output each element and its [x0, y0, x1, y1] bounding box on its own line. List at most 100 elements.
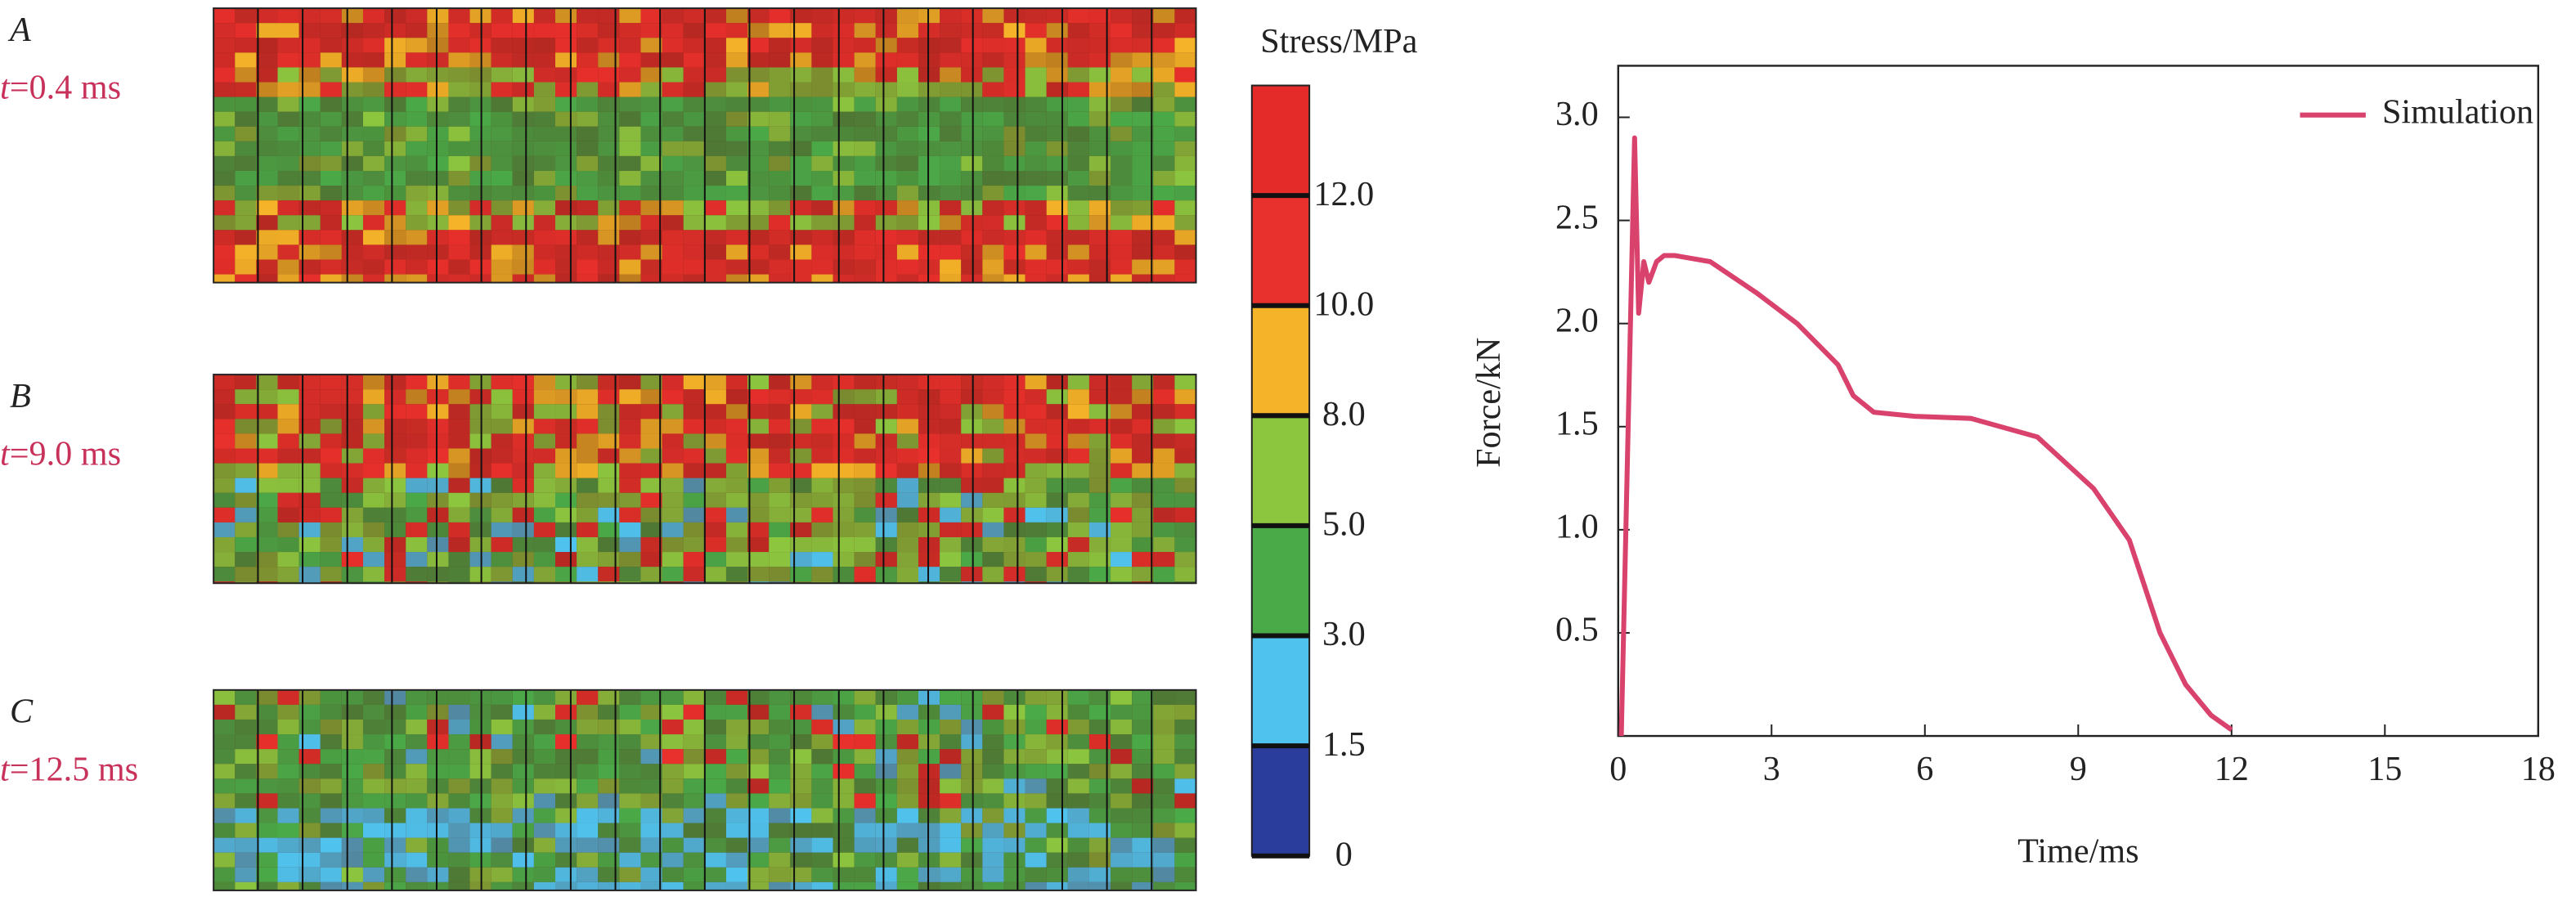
y-tick-label: 1.0 [1555, 508, 1599, 546]
stress-cell [341, 837, 363, 853]
stress-cell [298, 126, 321, 141]
stress-cell [704, 111, 726, 127]
stress-cell [235, 200, 257, 216]
stress-cell [1132, 867, 1154, 882]
stress-cell [406, 478, 428, 493]
stress-cell [747, 170, 770, 186]
stress-cell [1088, 808, 1111, 823]
stress-cell [533, 823, 556, 838]
stress-cell [256, 230, 278, 245]
stress-cell [1088, 67, 1111, 83]
stress-cell [491, 215, 513, 231]
stress-cell [640, 749, 662, 765]
stress-cell [640, 881, 662, 890]
stress-cell [1174, 689, 1196, 705]
stress-cell [1046, 704, 1068, 720]
stress-cell [256, 82, 278, 97]
stress-cell [1153, 111, 1175, 127]
stress-cell [769, 389, 791, 405]
panel-label: B [10, 377, 31, 415]
stress-cell [619, 478, 641, 493]
stress-cell [747, 419, 770, 434]
stress-cell [598, 374, 620, 390]
stress-cell [854, 881, 876, 890]
stress-cell [469, 126, 491, 141]
stress-cell [384, 704, 406, 720]
stress-cell [555, 881, 577, 890]
stress-cell [1153, 808, 1175, 823]
stress-cell [256, 808, 278, 823]
stress-cell [790, 881, 812, 890]
stress-cell [982, 230, 1004, 245]
stress-cell [683, 719, 705, 735]
stress-cell [940, 867, 962, 882]
stress-cell [704, 186, 726, 201]
colorbar-label: 5.0 [1322, 505, 1366, 544]
stress-cell [533, 111, 556, 127]
stress-cell [662, 230, 684, 245]
stress-cell [469, 111, 491, 127]
stress-cell [982, 155, 1004, 171]
stress-cell [896, 155, 918, 171]
stress-cell [896, 52, 918, 68]
stress-cell [533, 82, 556, 97]
stress-cell [1046, 867, 1068, 882]
stress-cell [213, 200, 236, 216]
stress-cell [1003, 141, 1025, 156]
stress-cell [1153, 38, 1175, 53]
stress-cell [725, 764, 748, 779]
stress-cell [512, 244, 534, 260]
stress-cell [341, 170, 363, 186]
stress-cell [704, 492, 726, 508]
stress-cell [469, 492, 491, 508]
stress-cell [747, 867, 770, 882]
stress-cell [982, 259, 1004, 275]
stress-cell [683, 419, 705, 434]
stress-cell [790, 463, 812, 478]
stress-cell [427, 244, 449, 260]
stress-cell [555, 689, 577, 705]
stress-cell [1153, 200, 1175, 216]
stress-cell [725, 200, 748, 216]
stress-cell [256, 374, 278, 390]
stress-cell [619, 52, 641, 68]
stress-cell [555, 764, 577, 779]
stress-cell [1132, 704, 1154, 720]
stress-cell [213, 170, 236, 186]
stress-cell [598, 778, 620, 794]
stress-cell [704, 96, 726, 112]
stress-cell [277, 567, 299, 582]
stress-cell [662, 749, 684, 765]
stress-cell [811, 38, 833, 53]
stress-cell [427, 808, 449, 823]
stress-cell [662, 507, 684, 523]
stress-cell [940, 8, 962, 24]
stress-cell [362, 734, 385, 750]
stress-cell [577, 808, 599, 823]
stress-cell [896, 141, 918, 156]
stress-cell [406, 126, 428, 141]
stress-cell [1046, 492, 1068, 508]
stress-cell [747, 274, 770, 283]
stress-cell [362, 837, 385, 853]
stress-cell [235, 186, 257, 201]
stress-cell [1153, 764, 1175, 779]
stress-cell [384, 463, 406, 478]
stress-cell [832, 704, 855, 720]
stress-cell [790, 507, 812, 523]
stress-cell [448, 448, 470, 464]
stress-cell [1132, 141, 1154, 156]
stress-cell [683, 567, 705, 582]
stress-cell [1088, 82, 1111, 97]
stress-cell [235, 215, 257, 231]
stress-cell [1111, 764, 1133, 779]
stress-cell [1003, 404, 1025, 419]
stress-cell [1046, 749, 1068, 765]
stress-cell [683, 96, 705, 112]
stress-cell [555, 419, 577, 434]
stress-cell [1153, 244, 1175, 260]
stress-cell [384, 186, 406, 201]
stress-cell [982, 689, 1004, 705]
stress-cell [683, 808, 705, 823]
stress-cell [790, 419, 812, 434]
